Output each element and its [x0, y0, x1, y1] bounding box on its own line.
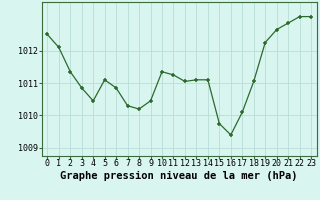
X-axis label: Graphe pression niveau de la mer (hPa): Graphe pression niveau de la mer (hPa)	[60, 171, 298, 181]
